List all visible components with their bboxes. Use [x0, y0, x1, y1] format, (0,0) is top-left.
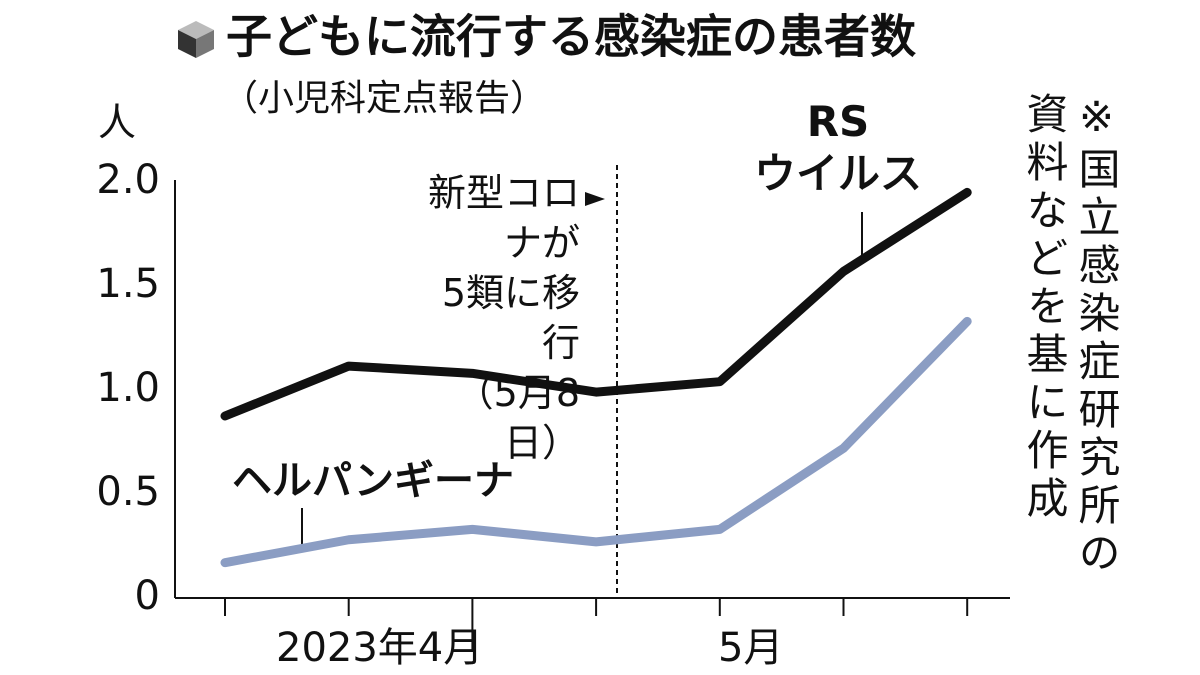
chart-subtitle: （小児科定点報告）: [222, 78, 546, 119]
event-arrow: [585, 192, 605, 206]
x-tick-label: 5月: [718, 625, 783, 671]
y-tick-label: 0.5: [96, 469, 160, 515]
series-label: ヘルパンギーナ: [232, 458, 514, 504]
note: ※国立感染症研究所の資料などを基に作成: [1020, 92, 1121, 579]
series-label: RS ウイルス: [753, 97, 922, 198]
title-icon: [178, 21, 214, 58]
y-tick-label: 1.0: [96, 365, 160, 411]
x-tick-label: 2023年4月: [276, 625, 483, 671]
series-line: [220, 187, 972, 421]
y-axis-label: 人: [98, 101, 136, 145]
chart-title: 子どもに流行する感染症の患者数: [226, 10, 916, 64]
y-tick-label: 1.5: [96, 261, 160, 307]
annotation: 新型コロナが 5類に移行 （5月8日）: [427, 171, 580, 465]
series-line: [220, 316, 972, 568]
y-tick-label: 2.0: [96, 157, 160, 203]
y-tick-label: 0: [135, 573, 160, 619]
